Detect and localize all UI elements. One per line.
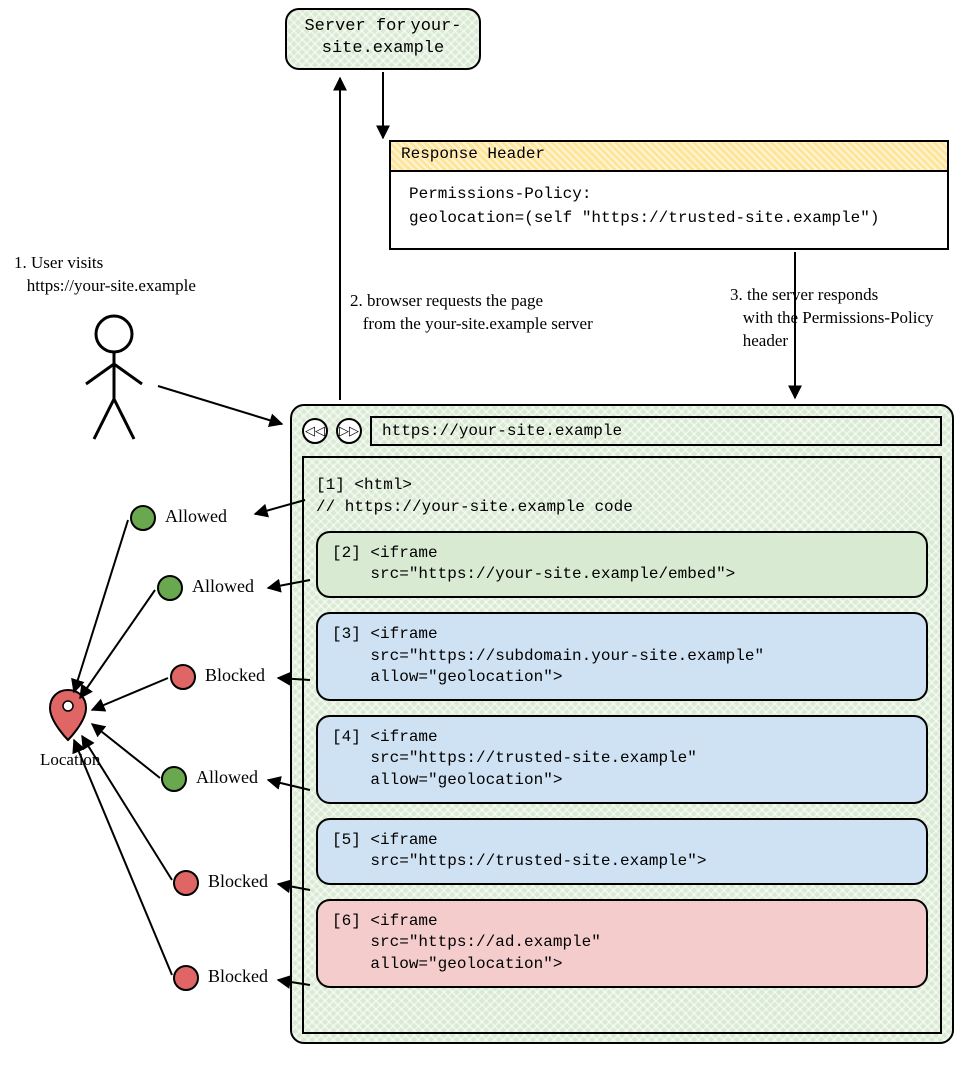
iframe-2-line-1: [2] <iframe bbox=[332, 543, 912, 565]
iframe-box-5: [5] <iframe src="https://trusted-site.ex… bbox=[316, 818, 928, 885]
arrow-d6 bbox=[74, 740, 172, 975]
status-label-6: Blocked bbox=[208, 966, 268, 987]
status-label-5: Blocked bbox=[208, 871, 268, 892]
response-header-title: Response Header bbox=[401, 145, 545, 163]
iframe-box-4: [4] <iframe src="https://trusted-site.ex… bbox=[316, 715, 928, 804]
location-label: Location bbox=[40, 750, 100, 770]
arrow-d2 bbox=[80, 590, 155, 698]
caption-step1: 1. User visits https://your-site.example bbox=[14, 252, 196, 298]
arrow-d1 bbox=[74, 520, 128, 692]
response-header-body: Permissions-Policy: geolocation=(self "h… bbox=[391, 172, 947, 240]
status-dot-5 bbox=[173, 870, 199, 896]
user-icon bbox=[74, 314, 154, 444]
arrow-d4 bbox=[92, 724, 160, 778]
caption-step2: 2. browser requests the page from the yo… bbox=[350, 290, 593, 336]
browser-window: ◁◁ ▷▷ https://your-site.example [1] <htm… bbox=[290, 404, 954, 1044]
status-dot-3 bbox=[170, 664, 196, 690]
iframe-3-line-1: [3] <iframe bbox=[332, 624, 912, 646]
status-dot-1 bbox=[130, 505, 156, 531]
arrow-user-to-browser bbox=[158, 386, 282, 424]
iframe-6-line-3: allow="geolocation"> bbox=[332, 954, 912, 976]
iframe-5-line-1: [5] <iframe bbox=[332, 830, 912, 852]
doc-line-1: [1] <html> bbox=[316, 474, 928, 496]
response-header-title-bar: Response Header bbox=[391, 142, 947, 172]
browser-viewport: [1] <html> // https://your-site.example … bbox=[302, 456, 942, 1034]
iframe-box-6: [6] <iframe src="https://ad.example" all… bbox=[316, 899, 928, 988]
iframe-4-line-3: allow="geolocation"> bbox=[332, 770, 912, 792]
server-box: Server for your-site.example bbox=[285, 8, 481, 70]
iframe-box-3: [3] <iframe src="https://subdomain.your-… bbox=[316, 612, 928, 701]
iframe-6-line-1: [6] <iframe bbox=[332, 911, 912, 933]
response-header-box: Response Header Permissions-Policy: geol… bbox=[389, 140, 949, 250]
doc-top-lines: [1] <html> // https://your-site.example … bbox=[316, 474, 928, 519]
caption-step3: 3. the server responds with the Permissi… bbox=[730, 284, 934, 353]
url-bar[interactable]: https://your-site.example bbox=[370, 416, 942, 446]
browser-toolbar: ◁◁ ▷▷ https://your-site.example bbox=[302, 416, 942, 446]
status-label-3: Blocked bbox=[205, 665, 265, 686]
status-dot-2 bbox=[157, 575, 183, 601]
response-line-1: Permissions-Policy: bbox=[409, 182, 929, 206]
iframe-3-line-3: allow="geolocation"> bbox=[332, 667, 912, 689]
forward-button[interactable]: ▷▷ bbox=[336, 418, 362, 444]
status-label-1: Allowed bbox=[165, 506, 227, 527]
iframe-3-line-2: src="https://subdomain.your-site.example… bbox=[332, 646, 912, 668]
server-line-1: Server for bbox=[304, 17, 406, 36]
status-label-2: Allowed bbox=[192, 576, 254, 597]
iframe-4-line-2: src="https://trusted-site.example" bbox=[332, 748, 912, 770]
url-text: https://your-site.example bbox=[382, 422, 622, 440]
location-pin-icon bbox=[48, 688, 88, 742]
iframe-5-line-2: src="https://trusted-site.example"> bbox=[332, 851, 912, 873]
arrow-d3 bbox=[92, 678, 168, 710]
iframe-box-2: [2] <iframe src="https://your-site.examp… bbox=[316, 531, 928, 598]
doc-line-2: // https://your-site.example code bbox=[316, 496, 928, 518]
iframe-list: [2] <iframe src="https://your-site.examp… bbox=[316, 531, 928, 988]
status-dot-6 bbox=[173, 965, 199, 991]
status-label-4: Allowed bbox=[196, 767, 258, 788]
response-line-2: geolocation=(self "https://trusted-site.… bbox=[409, 206, 929, 230]
back-button[interactable]: ◁◁ bbox=[302, 418, 328, 444]
iframe-2-line-2: src="https://your-site.example/embed"> bbox=[332, 564, 912, 586]
status-dot-4 bbox=[161, 766, 187, 792]
iframe-4-line-1: [4] <iframe bbox=[332, 727, 912, 749]
iframe-6-line-2: src="https://ad.example" bbox=[332, 932, 912, 954]
